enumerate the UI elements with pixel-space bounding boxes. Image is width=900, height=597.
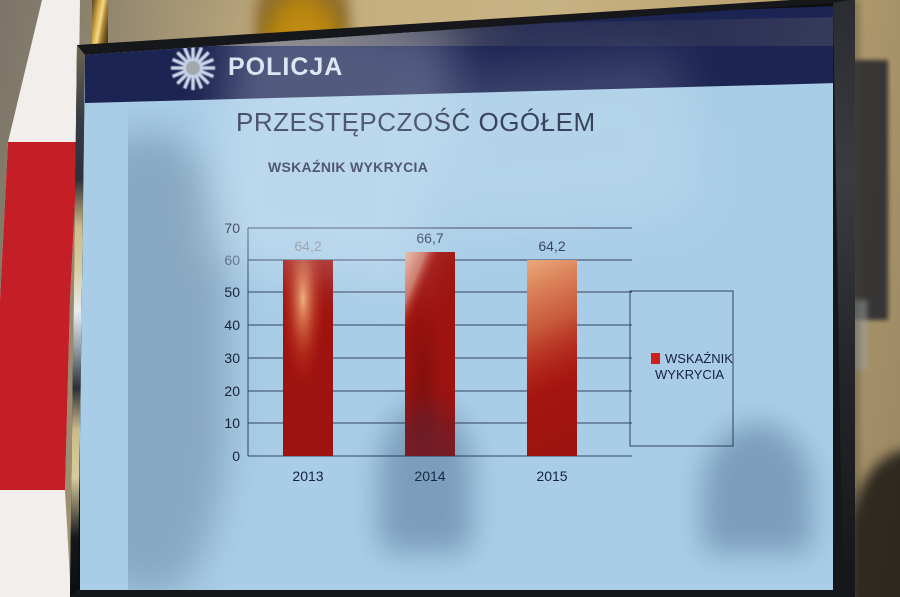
svg-text:50: 50 bbox=[224, 284, 240, 300]
svg-text:10: 10 bbox=[224, 415, 240, 431]
svg-text:0: 0 bbox=[232, 448, 240, 464]
svg-text:66,7: 66,7 bbox=[416, 230, 443, 246]
svg-text:WYKRYCIA: WYKRYCIA bbox=[655, 367, 724, 382]
svg-text:2013: 2013 bbox=[292, 468, 323, 484]
svg-text:2014: 2014 bbox=[414, 468, 445, 484]
svg-text:70: 70 bbox=[224, 220, 240, 236]
svg-text:30: 30 bbox=[224, 350, 240, 366]
svg-text:WSKAŹNIK: WSKAŹNIK bbox=[665, 351, 733, 366]
svg-text:20: 20 bbox=[224, 383, 240, 399]
svg-text:40: 40 bbox=[224, 317, 240, 333]
svg-text:60: 60 bbox=[224, 252, 240, 268]
svg-text:64,2: 64,2 bbox=[538, 238, 565, 254]
svg-text:2015: 2015 bbox=[536, 468, 567, 484]
svg-text:64,2: 64,2 bbox=[294, 238, 321, 254]
